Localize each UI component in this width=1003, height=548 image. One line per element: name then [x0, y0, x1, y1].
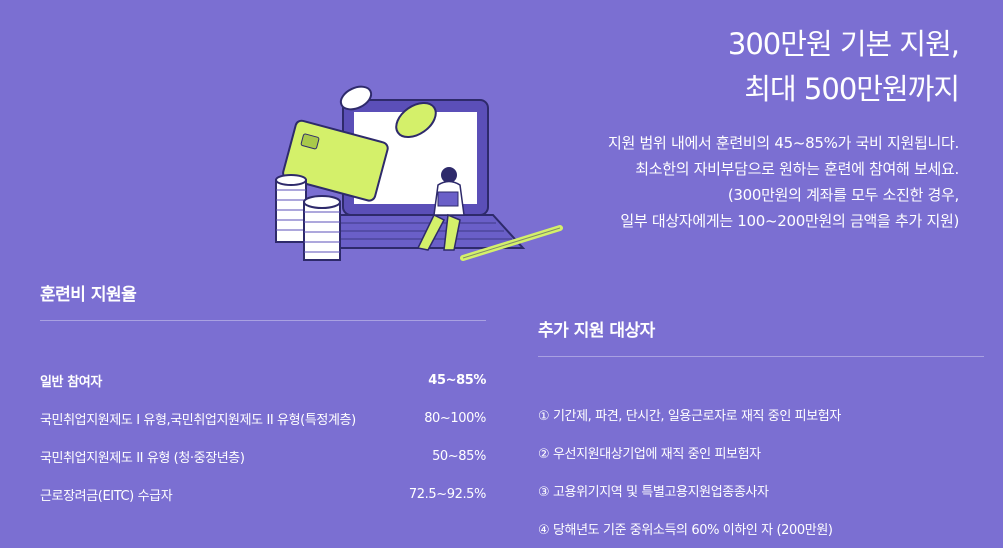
- rate-section-title: 훈련비 지원율: [40, 285, 137, 305]
- floating-coin-small: [339, 85, 373, 111]
- description-line-2: 최소한의 자비부담으로 원하는 훈련에 참여해 보세요.: [635, 160, 959, 178]
- headline: 300만원 기본 지원, 최대 500만원까지: [727, 22, 960, 112]
- extra-section: 추가 지원 대상자 ① 기간제, 파견, 단시간, 일용근로자로 재직 중인 피…: [538, 316, 984, 547]
- description-line-4: 일부 대상자에게는 100~200만원의 금액을 추가 지원): [620, 212, 959, 230]
- headline-line-2: 최대 500만원까지: [744, 72, 960, 106]
- rate-row: 근로장려금(EITC) 수급자 72.5~92.5%: [40, 475, 486, 513]
- rate-row-value: 45~85%: [428, 372, 486, 388]
- extra-list-item: ② 우선지원대상기업에 재직 중인 피보험자: [538, 446, 761, 462]
- floating-coin-large: [395, 101, 437, 139]
- credit-card: [282, 119, 389, 202]
- coin-stack-right: [303, 195, 341, 261]
- extra-list-item: ① 기간제, 파견, 단시간, 일용근로자로 재직 중인 피보험자: [538, 408, 841, 424]
- coin-stack-left: [275, 174, 307, 243]
- rate-row-label: 근로장려금(EITC) 수급자: [40, 488, 173, 504]
- rate-row-label: 국민취업지원제도 I 유형,국민취업지원제도 II 유형(특정계층): [40, 412, 356, 428]
- rate-row: 국민취업지원제도 I 유형,국민취업지원제도 II 유형(특정계층) 80~10…: [40, 399, 486, 437]
- rate-row-value: 50~85%: [432, 448, 486, 464]
- rate-row: 국민취업지원제도 II 유형 (청·중장년층) 50~85%: [40, 437, 486, 475]
- rate-row-value: 72.5~92.5%: [408, 486, 487, 502]
- extra-list: ① 기간제, 파견, 단시간, 일용근로자로 재직 중인 피보험자 ② 우선지원…: [538, 395, 984, 547]
- extra-section-title: 추가 지원 대상자: [538, 321, 655, 341]
- rate-section: 훈련비 지원율 일반 참여자 45~85% 국민취업지원제도 I 유형,국민취업…: [40, 280, 486, 513]
- rate-row-value: 80~100%: [424, 410, 486, 426]
- description-line-1: 지원 범위 내에서 훈련비의 45~85%가 국비 지원됩니다.: [608, 134, 959, 152]
- laptop-coins-card-illustration: [275, 85, 563, 261]
- description-line-3: (300만원의 계좌를 모두 소진한 경우,: [727, 186, 959, 204]
- rate-row: 일반 참여자 45~85%: [40, 361, 486, 399]
- reading-person: [416, 167, 465, 251]
- extra-list-item: ③ 고용위기지역 및 특별고용지원업종종사자: [538, 484, 769, 500]
- rate-row-label: 국민취업지원제도 II 유형 (청·중장년층): [40, 450, 245, 466]
- rate-list: 일반 참여자 45~85% 국민취업지원제도 I 유형,국민취업지원제도 II …: [40, 361, 486, 513]
- headline-line-1: 300만원 기본 지원,: [727, 27, 960, 61]
- rate-row-label: 일반 참여자: [40, 374, 102, 390]
- description: 지원 범위 내에서 훈련비의 45~85%가 국비 지원됩니다. 최소한의 자비…: [608, 130, 959, 234]
- rate-section-divider: [40, 320, 486, 321]
- extra-section-divider: [538, 356, 984, 357]
- extra-list-item: ④ 당해년도 기준 중위소득의 60% 이하인 자 (200만원): [538, 522, 833, 538]
